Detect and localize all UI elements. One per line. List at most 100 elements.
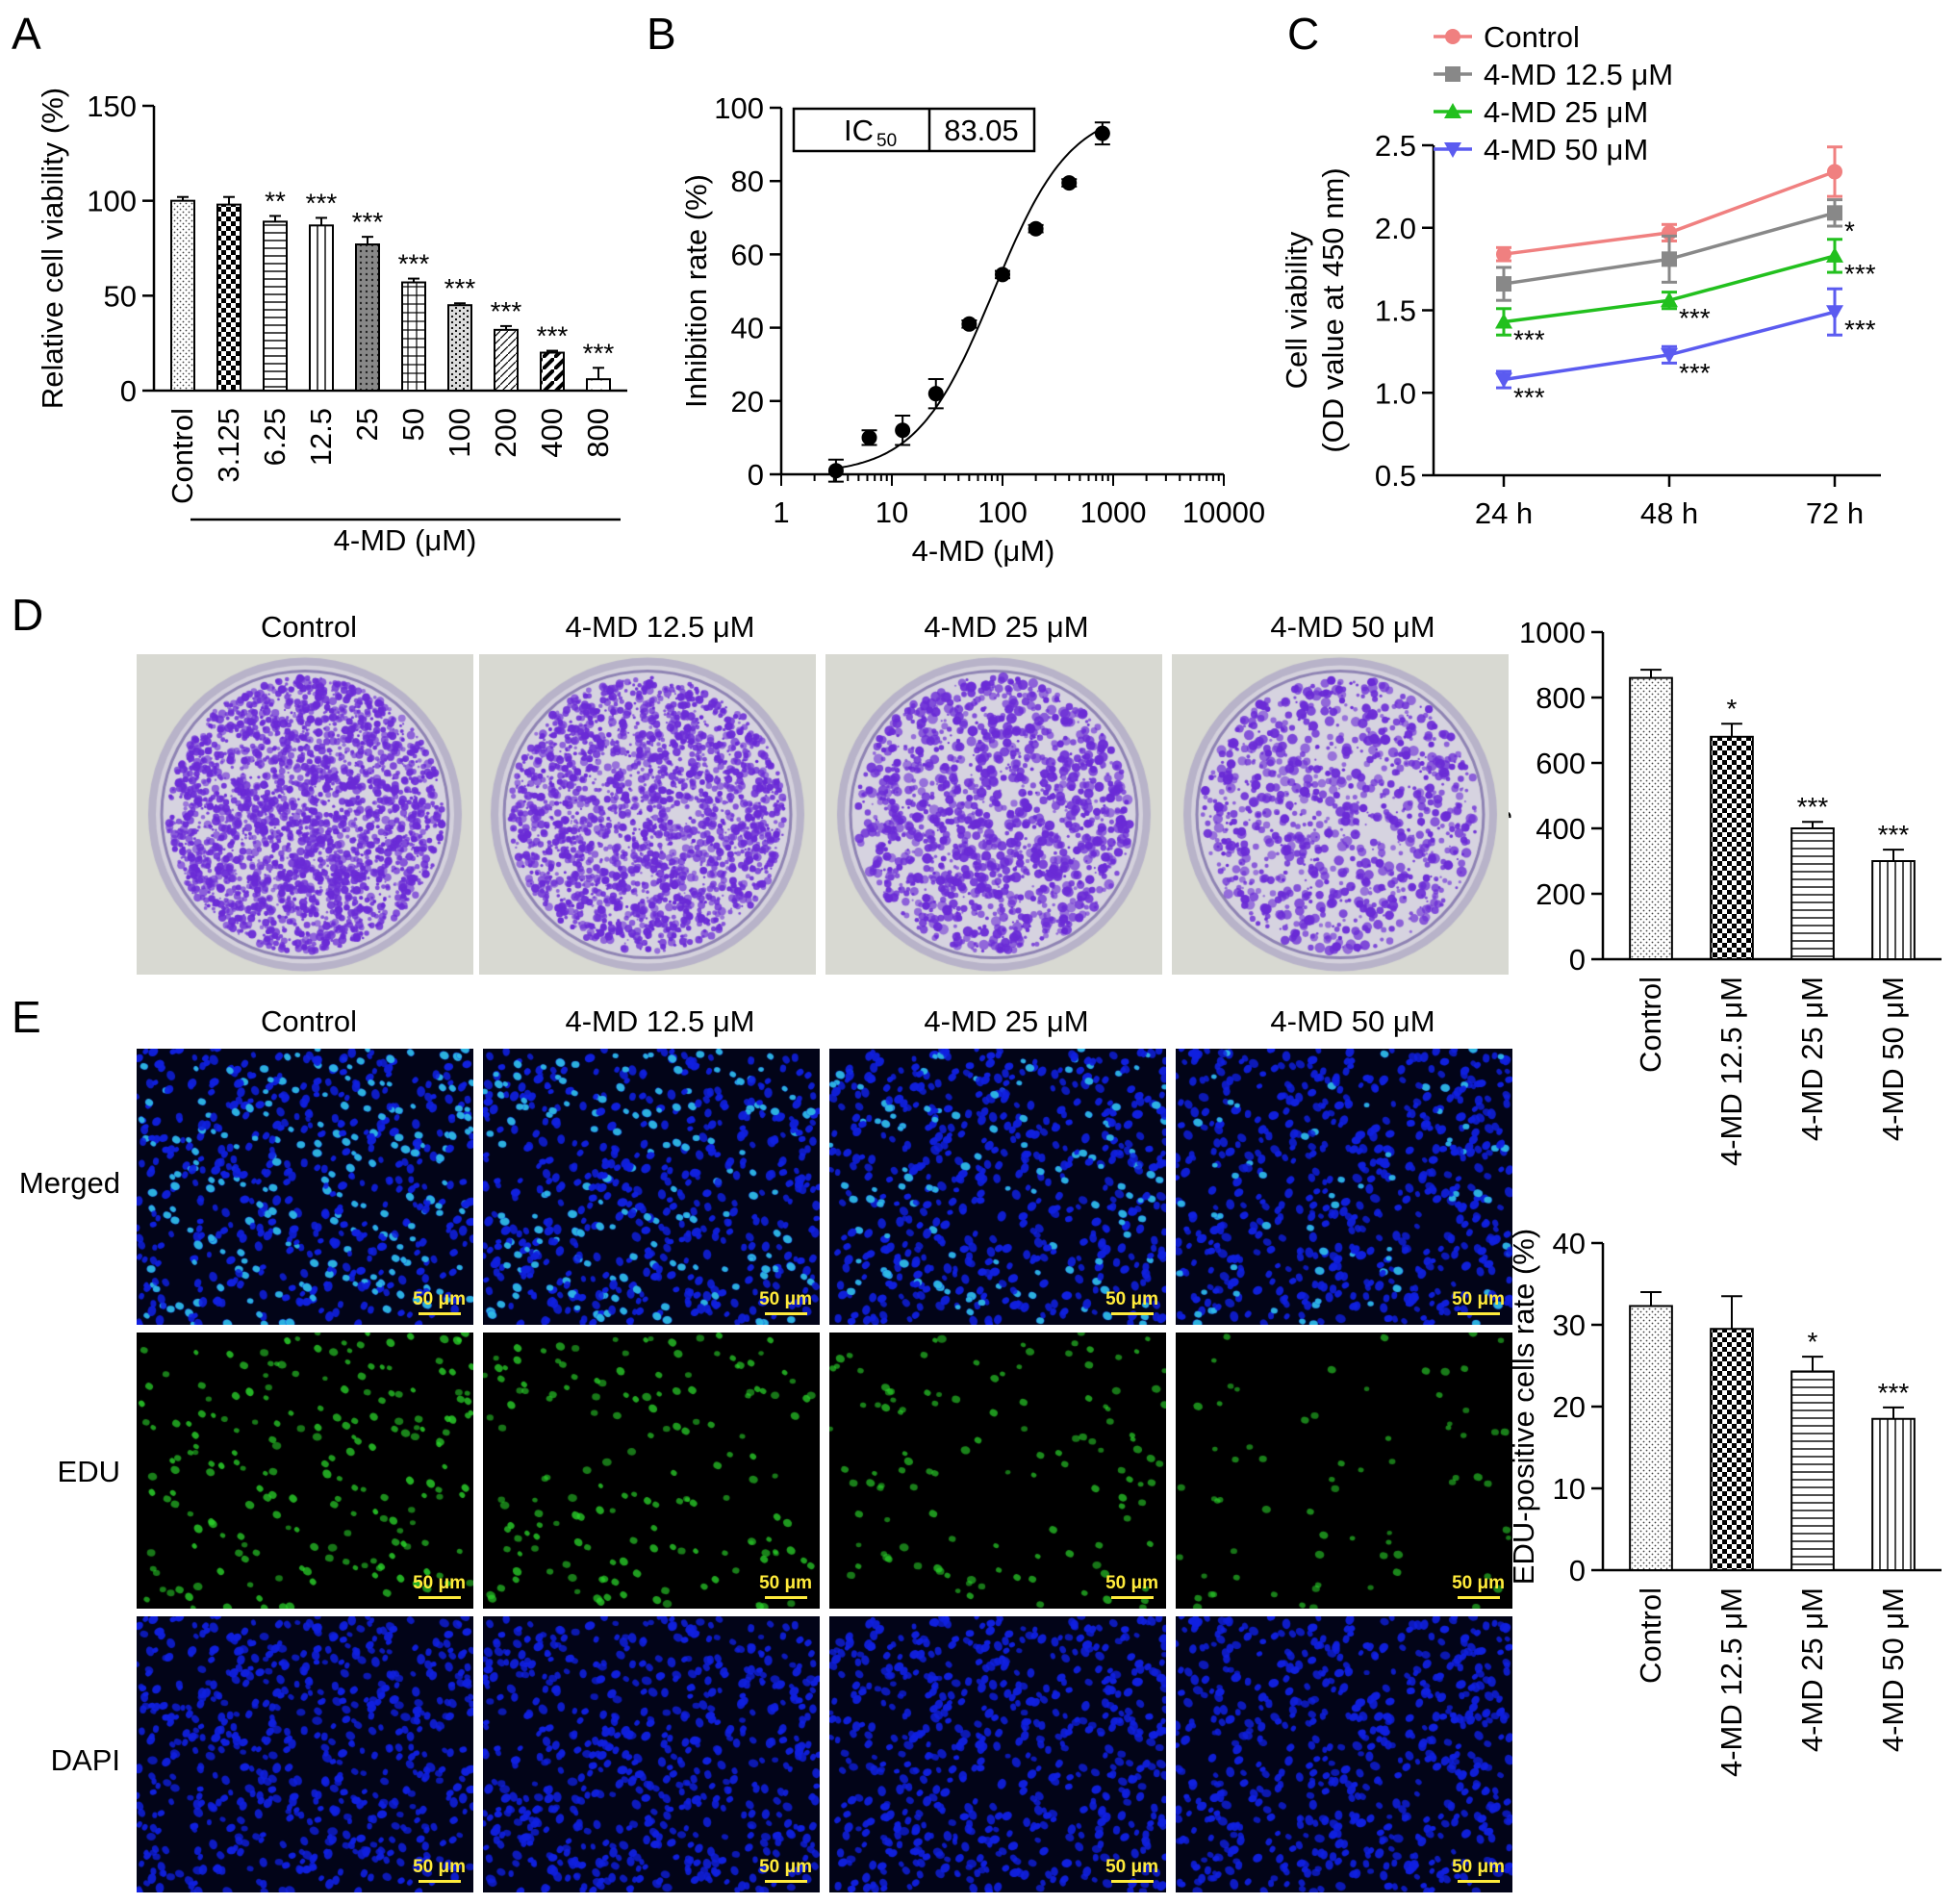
- scale-bar-label: 50 μm: [759, 1289, 812, 1309]
- category-label: 200: [489, 408, 522, 458]
- y-tick-label: 30: [1553, 1308, 1586, 1342]
- data-point: [827, 463, 844, 479]
- y-tick-label: 2.5: [1375, 129, 1416, 163]
- bar: [586, 378, 611, 393]
- series-3: *** *** ***: [1495, 287, 1876, 413]
- scale-bar-label: 50 μm: [759, 1857, 812, 1877]
- scale-bar-line: [764, 1312, 807, 1315]
- y-tick-label: 40: [731, 312, 764, 345]
- data-point: [1094, 125, 1110, 141]
- category-label: 800: [581, 408, 615, 458]
- y-tick-label: 20: [731, 385, 764, 419]
- series-marker: [1495, 372, 1512, 389]
- y-tick-label: 0: [120, 374, 137, 408]
- series-marker: [1496, 246, 1511, 263]
- bar: [447, 304, 472, 393]
- micrograph-dapi-125: 50 μm: [483, 1616, 820, 1892]
- bar: [1710, 1328, 1754, 1571]
- significance-label: ***: [583, 338, 615, 368]
- scale-bar-line: [1457, 1312, 1500, 1315]
- x-axis-label: 4-MD (μM): [334, 523, 477, 557]
- colony-dish-50: [1172, 654, 1509, 975]
- micrograph-edu-25: 50 μm: [829, 1333, 1166, 1609]
- scale-bar-label: 50 μm: [413, 1857, 466, 1877]
- x-tick-label: 48 h: [1640, 496, 1698, 530]
- scale-bar-line: [764, 1880, 807, 1883]
- significance-label: ***: [1513, 383, 1545, 413]
- colony-col-title-125: 4-MD 12.5 μM: [565, 610, 755, 644]
- panel-letter-b: B: [647, 9, 676, 59]
- scale-bar: 50 μm: [759, 1289, 812, 1315]
- colony-col-title-50: 4-MD 50 μM: [1270, 610, 1435, 644]
- y-tick-label: 60: [731, 238, 764, 271]
- y-axis-label: (OD value at 450 nm): [1316, 167, 1350, 452]
- x-tick-label: 100: [978, 495, 1028, 529]
- bar: [401, 281, 426, 392]
- scale-bar-line: [418, 1880, 461, 1883]
- micrograph-dapi-50: 50 μm: [1176, 1616, 1512, 1892]
- fit-curve: [835, 127, 1104, 470]
- category-label: 4-MD 25 μM: [1795, 977, 1829, 1141]
- significance-label: *: [1808, 1327, 1818, 1357]
- scale-bar-line: [418, 1312, 461, 1315]
- edu-col-title-50: 4-MD 50 μM: [1270, 1004, 1435, 1038]
- scale-bar: 50 μm: [413, 1289, 466, 1315]
- series-marker: [1445, 66, 1460, 82]
- edu-col-title-25: 4-MD 25 μM: [924, 1004, 1089, 1038]
- series-1: *: [1496, 198, 1855, 302]
- scale-bar-label: 50 μm: [413, 1573, 466, 1593]
- scale-bar-label: 50 μm: [759, 1573, 812, 1593]
- y-tick-label: 600: [1536, 747, 1586, 780]
- scale-bar: 50 μm: [1452, 1573, 1505, 1599]
- category-label: 100: [443, 408, 476, 458]
- y-tick-label: 50: [104, 279, 137, 313]
- legend-label: Control: [1484, 20, 1580, 54]
- significance-label: ***: [1878, 820, 1910, 850]
- significance-label: ***: [444, 273, 476, 303]
- colony-dish-125: [479, 654, 816, 975]
- scale-bar: 50 μm: [1452, 1857, 1505, 1883]
- x-tick-label: 1: [773, 495, 789, 529]
- category-label: 12.5: [304, 408, 338, 466]
- scale-bar-label: 50 μm: [1452, 1289, 1505, 1309]
- panel-letter-a: A: [12, 9, 41, 59]
- row-label-edu: EDU: [57, 1455, 120, 1488]
- bar: [1871, 1417, 1916, 1571]
- edu-col-title-125: 4-MD 12.5 μM: [565, 1004, 755, 1038]
- panel-letter-e: E: [12, 992, 41, 1042]
- y-tick-label: 40: [1553, 1227, 1586, 1260]
- category-label: 4-MD 12.5 μM: [1714, 977, 1748, 1166]
- series-marker: [1827, 205, 1842, 221]
- significance-label: **: [265, 186, 286, 216]
- scale-bar: 50 μm: [1452, 1289, 1505, 1315]
- y-tick-label: 0: [1569, 1554, 1586, 1587]
- series-marker: [1496, 276, 1511, 292]
- ic50-subscript: 50: [876, 131, 897, 151]
- scale-bar: 50 μm: [759, 1857, 812, 1883]
- bar: [1790, 827, 1835, 960]
- category-label: Control: [1634, 977, 1667, 1073]
- scale-bar-line: [1110, 1596, 1154, 1599]
- panel-letter-d: D: [12, 590, 44, 640]
- ic50-label: IC: [844, 114, 874, 147]
- bar: [1710, 735, 1754, 960]
- y-tick-label: 100: [714, 91, 764, 125]
- legend-label: 4-MD 12.5 μM: [1484, 58, 1673, 91]
- bar: [309, 224, 334, 392]
- bar: [494, 328, 519, 392]
- y-tick-label: 80: [731, 165, 764, 198]
- significance-label: ***: [1679, 358, 1711, 388]
- x-tick-label: 1000: [1080, 495, 1147, 529]
- y-axis-label: Relative cell viability (%): [36, 88, 69, 409]
- scale-bar: 50 μm: [413, 1573, 466, 1599]
- scale-bar-label: 50 μm: [1105, 1289, 1158, 1309]
- series-marker: [1495, 313, 1512, 329]
- scale-bar-label: 50 μm: [1452, 1573, 1505, 1593]
- y-axis-label: Cell viability: [1280, 231, 1313, 389]
- colony-col-title-control: Control: [261, 610, 357, 644]
- y-tick-label: 2.0: [1375, 212, 1416, 245]
- scale-bar-label: 50 μm: [1105, 1857, 1158, 1877]
- scale-bar-label: 50 μm: [1105, 1573, 1158, 1593]
- y-tick-label: 0: [748, 458, 764, 492]
- bar-chart-A: 0 50 100 150 Relative cell viability (%) Cont…: [36, 88, 627, 557]
